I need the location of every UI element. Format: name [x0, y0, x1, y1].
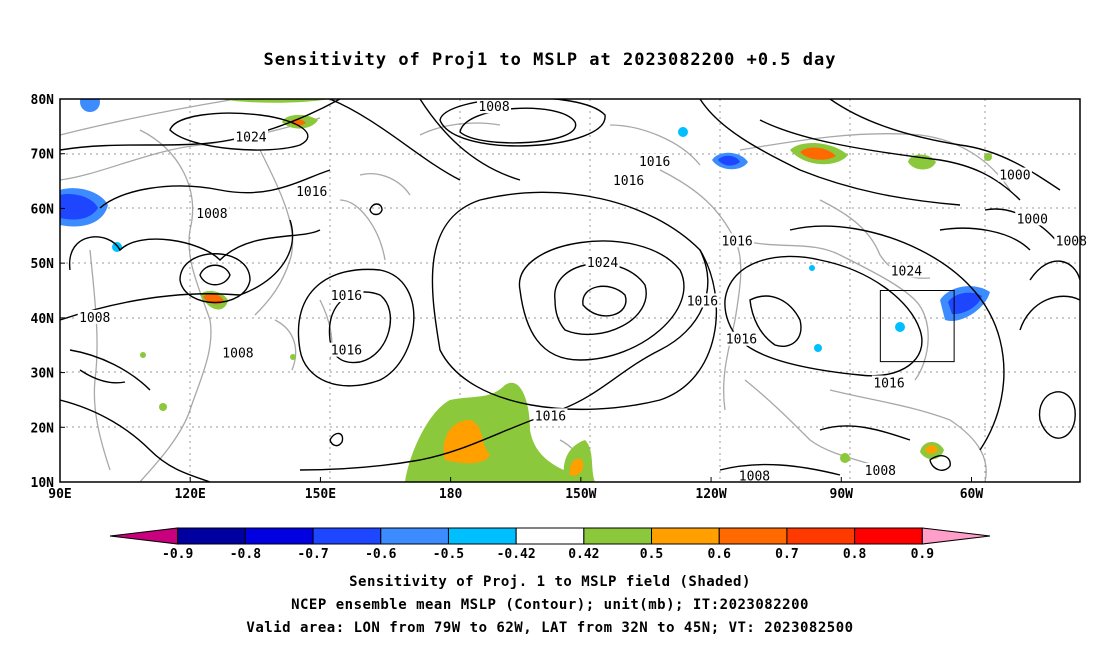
colorbar-label: -0.42: [497, 547, 536, 562]
valid-area-box: [879, 290, 955, 363]
contour-label: 1016: [873, 377, 904, 392]
colorbar-label: 0.8: [843, 547, 867, 562]
contour-label: 1016: [726, 333, 757, 348]
footer-line-1: Sensitivity of Proj. 1 to MSLP field (Sh…: [349, 574, 751, 590]
contour-label: 1000: [999, 169, 1030, 184]
longitude-label: 120E: [175, 487, 206, 502]
contour-label: 1016: [639, 155, 670, 170]
colorbar-swatch: [244, 527, 314, 545]
latitude-label: 60N: [31, 202, 55, 217]
contour-label-bg: [77, 309, 112, 324]
longitude-label: 90W: [830, 487, 854, 502]
footer-line-2: NCEP ensemble mean MSLP (Contour); unit(…: [291, 597, 809, 613]
longitude-label: 150E: [305, 487, 336, 502]
contour-label: 1008: [222, 346, 253, 361]
contour-label: 1008: [79, 311, 110, 326]
latitude-label: 80N: [31, 93, 55, 108]
colorbar-swatch: [447, 527, 517, 545]
colorbar-label: 0.5: [640, 547, 663, 562]
colorbar-swatch: [921, 527, 991, 545]
contour-label: 1024: [235, 130, 266, 145]
latitude-label: 70N: [31, 148, 55, 163]
longitude-labels: 90E 120E 150E 180 150W 120W 90W 60W: [48, 477, 983, 502]
longitude-label: 180: [439, 487, 463, 502]
colorbar-swatch: [854, 527, 923, 545]
longitude-label: 120W: [695, 487, 726, 502]
latitude-labels: 80N 70N 60N 50N 40N 30N 20N 10N: [31, 93, 65, 491]
contour-label-bg: [533, 408, 568, 423]
contour-label: 1024: [587, 256, 618, 271]
contour-label-bg: [685, 293, 720, 308]
contour-label-bg: [585, 255, 620, 270]
colorbar-swatch: [380, 527, 449, 545]
contour-label: 1008: [196, 207, 227, 222]
colorbar-swatch: [177, 527, 246, 545]
contour-label-bg: [724, 331, 759, 346]
latitude-label: 30N: [31, 367, 55, 382]
contour-label-bg: [329, 342, 364, 357]
longitude-label: 150W: [565, 487, 596, 502]
contour-label-bg: [637, 153, 672, 168]
contour-label: 1016: [331, 344, 362, 359]
contour-label: 1016: [687, 294, 718, 309]
colorbar-label: -0.6: [365, 547, 396, 562]
contour-label: 1008: [739, 470, 770, 485]
contour-label-bg: [889, 263, 924, 278]
colorbar-label: 0.7: [775, 547, 798, 562]
contour-label: 1016: [721, 234, 752, 249]
contour-label-bg: [294, 184, 329, 199]
latitude-label: 50N: [31, 257, 55, 272]
contour-label: 1016: [331, 289, 362, 304]
contour-label: 1016: [296, 185, 327, 200]
mslp-contours: [60, 99, 1080, 482]
contour-label-bg: [1015, 211, 1050, 226]
contour-label-bg: [737, 468, 772, 483]
colorbar-label: -0.9: [162, 547, 193, 562]
latitude-label: 40N: [31, 312, 55, 327]
contour-label-bg: [863, 463, 898, 478]
contour-label: 1016: [535, 409, 566, 424]
longitude-label: 60W: [960, 487, 984, 502]
colorbar-swatch: [109, 527, 179, 545]
contour-label-bg: [329, 287, 364, 302]
colorbar-label: 0.6: [707, 547, 731, 562]
contour-label: 1000: [1017, 212, 1048, 227]
contour-label-bg: [194, 205, 229, 220]
longitude-label: 90E: [48, 487, 71, 502]
contour-label: 1016: [613, 174, 644, 189]
footer-line-3: Valid area: LON from 79W to 62W, LAT fro…: [246, 620, 854, 636]
contour-label-bg: [872, 375, 907, 390]
map-frame: [59, 98, 1081, 483]
contour-label-bg: [220, 345, 255, 360]
colorbar-label: -0.5: [433, 547, 464, 562]
latitude-label: 10N: [31, 476, 55, 491]
contour-label-bg: [720, 233, 755, 248]
colorbar: -0.9 -0.8 -0.7 -0.6 -0.5 -0.42 0.42 0.5 0.6 0.7 0.…: [109, 527, 991, 562]
colorbar-label: 0.9: [911, 547, 934, 562]
colorbar-label: -0.7: [297, 547, 328, 562]
contour-label-bg: [477, 99, 512, 114]
colorbar-swatch: [786, 527, 856, 545]
contour-label: 1008: [865, 464, 896, 479]
contour-label: 1008: [1056, 234, 1087, 249]
colorbar-swatch: [515, 527, 585, 545]
contour-label-bg: [233, 129, 268, 144]
coastlines: [60, 99, 1011, 482]
colorbar-swatch: [583, 527, 653, 545]
contour-label: 1024: [891, 264, 922, 279]
colorbar-swatch: [651, 527, 720, 545]
contour-label: 1008: [478, 100, 509, 115]
colorbar-swatch: [312, 527, 382, 545]
sensitivity-shading: [60, 99, 992, 482]
latitude-label: 20N: [31, 421, 55, 436]
contour-labels: 1024 1008 1016 1008 1016 1016 1000 1000 1008 1016…: [77, 99, 1089, 485]
colorbar-swatch: [718, 527, 788, 545]
colorbar-label: -0.8: [230, 547, 261, 562]
contour-label-bg: [611, 173, 646, 188]
contour-label-bg: [997, 167, 1032, 182]
page-title: Sensitivity of Proj1 to MSLP at 20230822…: [263, 50, 837, 70]
colorbar-label: 0.42: [568, 547, 599, 562]
